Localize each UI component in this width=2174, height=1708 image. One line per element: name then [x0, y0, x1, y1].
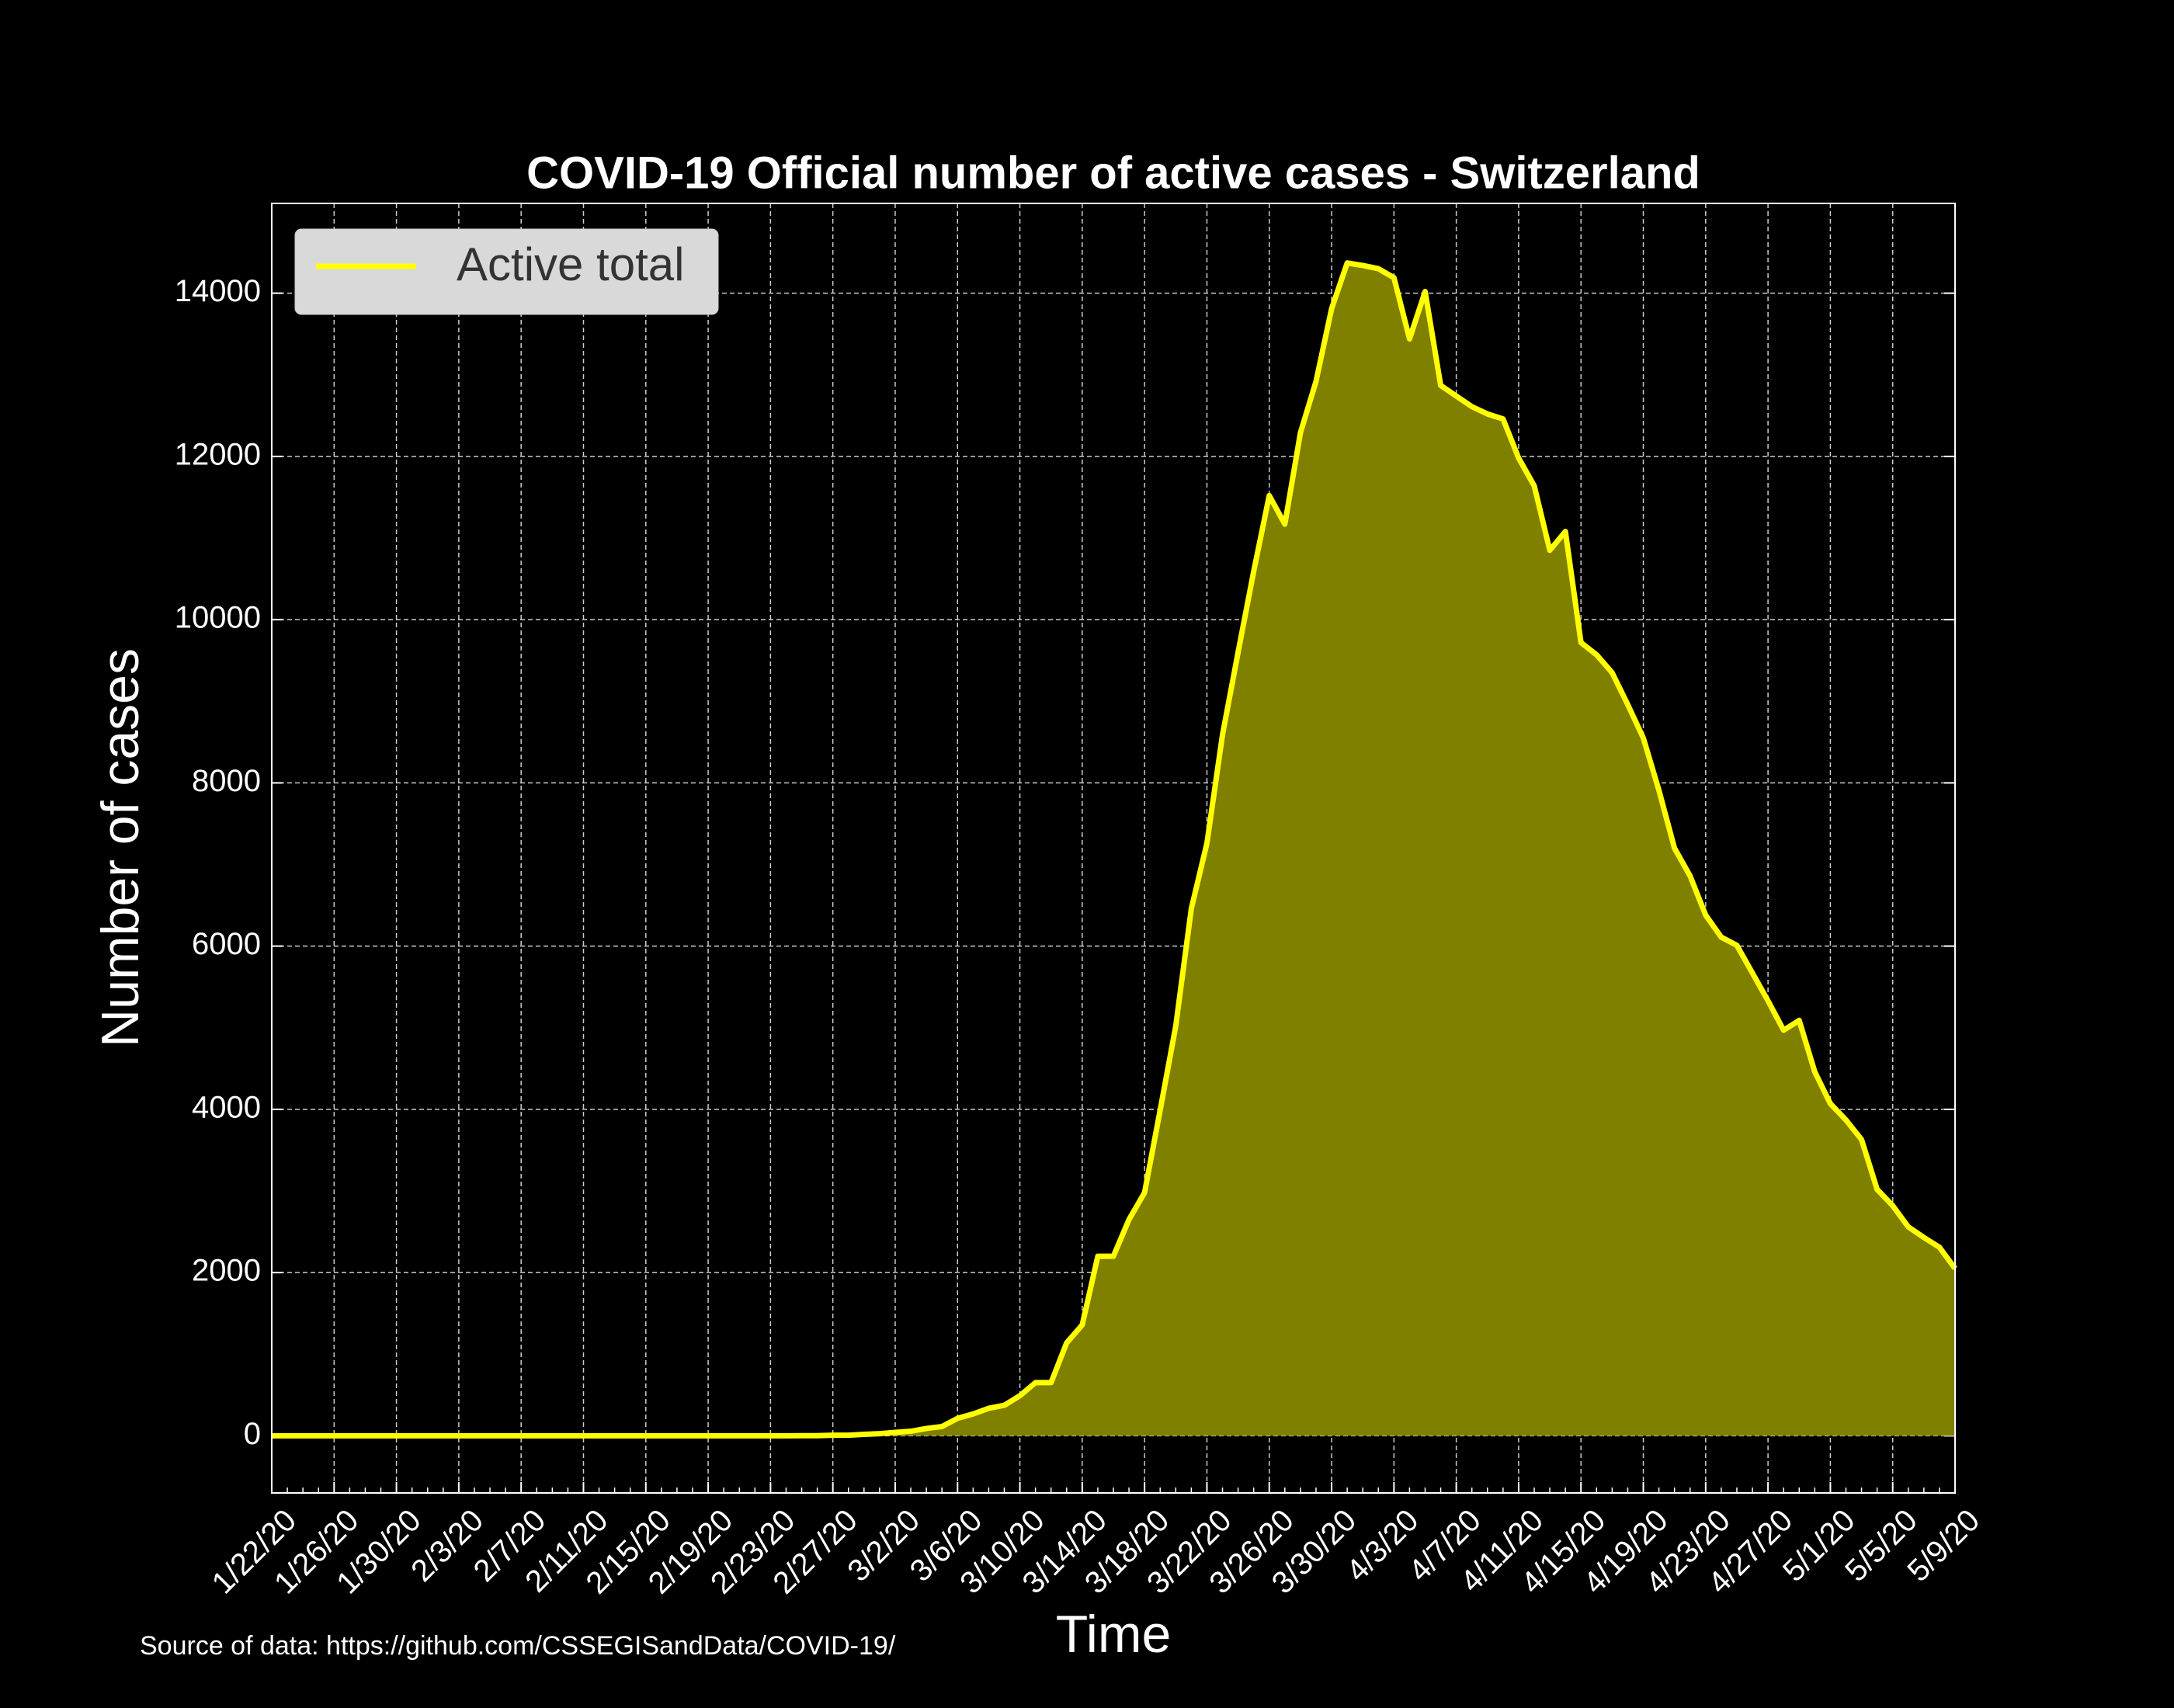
y-tick-label: 12000: [175, 437, 261, 471]
line: [272, 260, 1957, 1439]
x-axis-label: Time: [1056, 1605, 1172, 1664]
chart-title: COVID-19 Official number of active cases…: [526, 148, 1700, 198]
legend-label: Active total: [457, 238, 684, 290]
y-axis-label: Number of cases: [91, 648, 150, 1047]
y-tick-label: 6000: [192, 927, 261, 961]
y-tick-label: 0: [244, 1417, 261, 1451]
y-tick-label: 14000: [175, 274, 261, 308]
y-tick-label: 10000: [175, 601, 261, 635]
source-note: Source of data: https://github.com/CSSEG…: [140, 1631, 896, 1661]
plot-frame: [271, 203, 1956, 1494]
y-tick-label: 2000: [192, 1254, 261, 1288]
legend-box: [294, 228, 719, 315]
legend: Active total: [294, 228, 719, 315]
area-fill: [272, 262, 1955, 1436]
y-tick-label: 8000: [192, 764, 261, 798]
y-tick-label: 4000: [192, 1090, 261, 1124]
